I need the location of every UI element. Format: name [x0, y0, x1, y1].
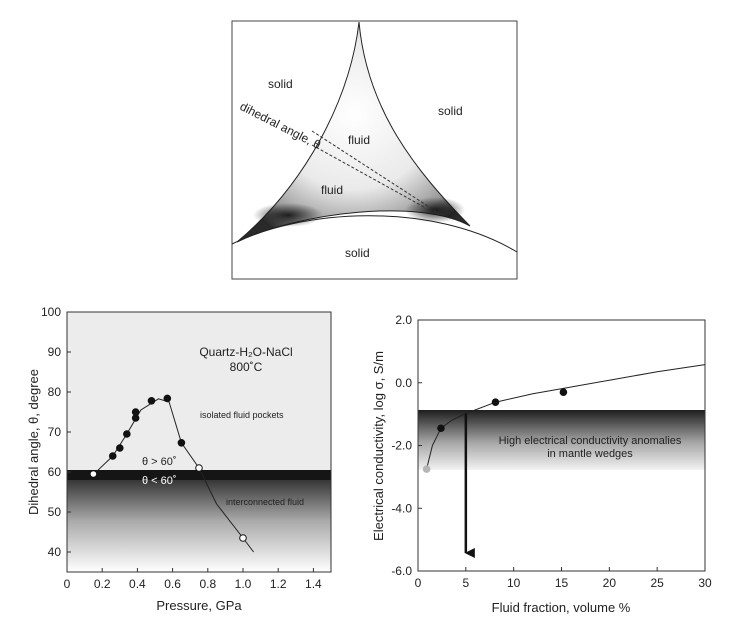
band-label-line-1: High electrical conductivity anomalies — [499, 435, 682, 447]
x-tick-label: 0 — [415, 576, 422, 590]
x-tick-label: 0.2 — [94, 577, 111, 591]
x-tick-label: 0.6 — [164, 577, 181, 591]
data-point-filled — [123, 430, 131, 438]
dihedral-trend-line — [94, 398, 254, 553]
x-tick-label: 0.8 — [199, 577, 216, 591]
interconnected-label: interconnected fluid — [226, 497, 304, 507]
data-point-open — [239, 534, 247, 542]
theta-less-label: θ < 60˚ — [142, 475, 177, 487]
x-tick-label: 25 — [650, 576, 664, 590]
x-tick-label: 1.2 — [270, 577, 287, 591]
dihedral-dashed-line-2 — [311, 144, 425, 208]
data-point-gray — [422, 465, 431, 473]
threshold-band — [67, 470, 331, 572]
threshold-dark-strip — [67, 470, 331, 480]
x-tick-label: 1.4 — [305, 577, 322, 591]
band-label-line-2: in mantle wedges — [547, 448, 633, 460]
y-tick-label: -2.0 — [391, 439, 412, 453]
dark-corner-left — [253, 203, 323, 227]
system-annotation: Quartz-H₂O-NaCl — [199, 345, 292, 359]
data-point-filled — [437, 424, 445, 433]
dihedral-axis-ticks: 0 0.2 0.4 0.6 0.8 1.0 1.2 1.4 40 50 60 70 80 90 100 — [41, 305, 322, 591]
data-point-filled — [131, 408, 140, 416]
dihedral-data-points — [89, 394, 247, 542]
isolated-pockets-label: isolated fluid pockets — [200, 410, 284, 420]
data-point-filled — [491, 398, 500, 407]
y-tick-label: -4.0 — [391, 501, 412, 515]
data-point-filled — [116, 444, 124, 452]
lower-grain-boundary — [231, 215, 518, 253]
x-tick-label: 20 — [603, 576, 617, 590]
data-point-filled — [163, 394, 172, 403]
x-tick-label: 15 — [555, 576, 569, 590]
conductivity-axis-ticks: 0 5 10 15 20 25 30 -6.0 -4.0 -2.0 0.0 2.0 — [391, 313, 712, 590]
y-tick-label: 40 — [48, 545, 62, 559]
data-point-filled — [108, 452, 117, 460]
x-tick-label: 1.0 — [235, 577, 252, 591]
solid-label-left: solid — [268, 77, 293, 91]
data-point-filled — [147, 397, 156, 405]
y-tick-label: 90 — [48, 345, 62, 359]
y-axis-title: Dihedral angle, θ, degree — [26, 369, 41, 515]
plot-frame — [66, 311, 332, 573]
theta-greater-label: θ > 60˚ — [142, 456, 177, 468]
y-tick-label: 50 — [48, 505, 62, 519]
conductivity-data-points — [422, 388, 568, 473]
dihedral-diagram: solid solid solid fluid fluid dihedral a… — [231, 20, 518, 280]
temperature-annotation: 800˚C — [230, 360, 263, 374]
y-tick-label: 100 — [41, 305, 61, 319]
solid-label-bottom: solid — [345, 246, 370, 260]
x-tick-label: 5 — [462, 576, 469, 590]
data-point-open — [195, 464, 203, 472]
y-tick-label: 60 — [48, 465, 62, 479]
dihedral-angle-chart: 0 0.2 0.4 0.6 0.8 1.0 1.2 1.4 40 50 60 70 80 90 100 Qu… — [26, 305, 332, 613]
data-point-open — [89, 470, 98, 478]
fluid-pocket — [236, 21, 471, 243]
x-axis-title: Fluid fraction, volume % — [492, 600, 631, 615]
x-tick-label: 30 — [698, 576, 712, 590]
x-tick-label: 0 — [64, 577, 71, 591]
data-point-filled — [177, 439, 186, 447]
y-axis-title: Electrical conductivity, log σ, S/m — [371, 351, 386, 541]
solid-label-right: solid — [438, 104, 463, 118]
y-tick-label: 0.0 — [395, 376, 412, 390]
y-tick-label: 80 — [48, 385, 62, 399]
fluid-label-upper: fluid — [348, 133, 370, 147]
x-tick-label: 10 — [507, 576, 521, 590]
dark-corner-right — [405, 197, 465, 223]
y-tick-label: 70 — [48, 425, 62, 439]
data-point-filled — [559, 388, 568, 396]
conductivity-chart: High electrical conductivity anomalies i… — [371, 313, 712, 615]
fluid-label-lower: fluid — [321, 183, 343, 197]
x-axis-title: Pressure, GPa — [156, 598, 242, 613]
y-tick-label: -6.0 — [391, 564, 412, 578]
x-tick-label: 0.4 — [129, 577, 146, 591]
y-tick-label: 2.0 — [395, 313, 412, 327]
